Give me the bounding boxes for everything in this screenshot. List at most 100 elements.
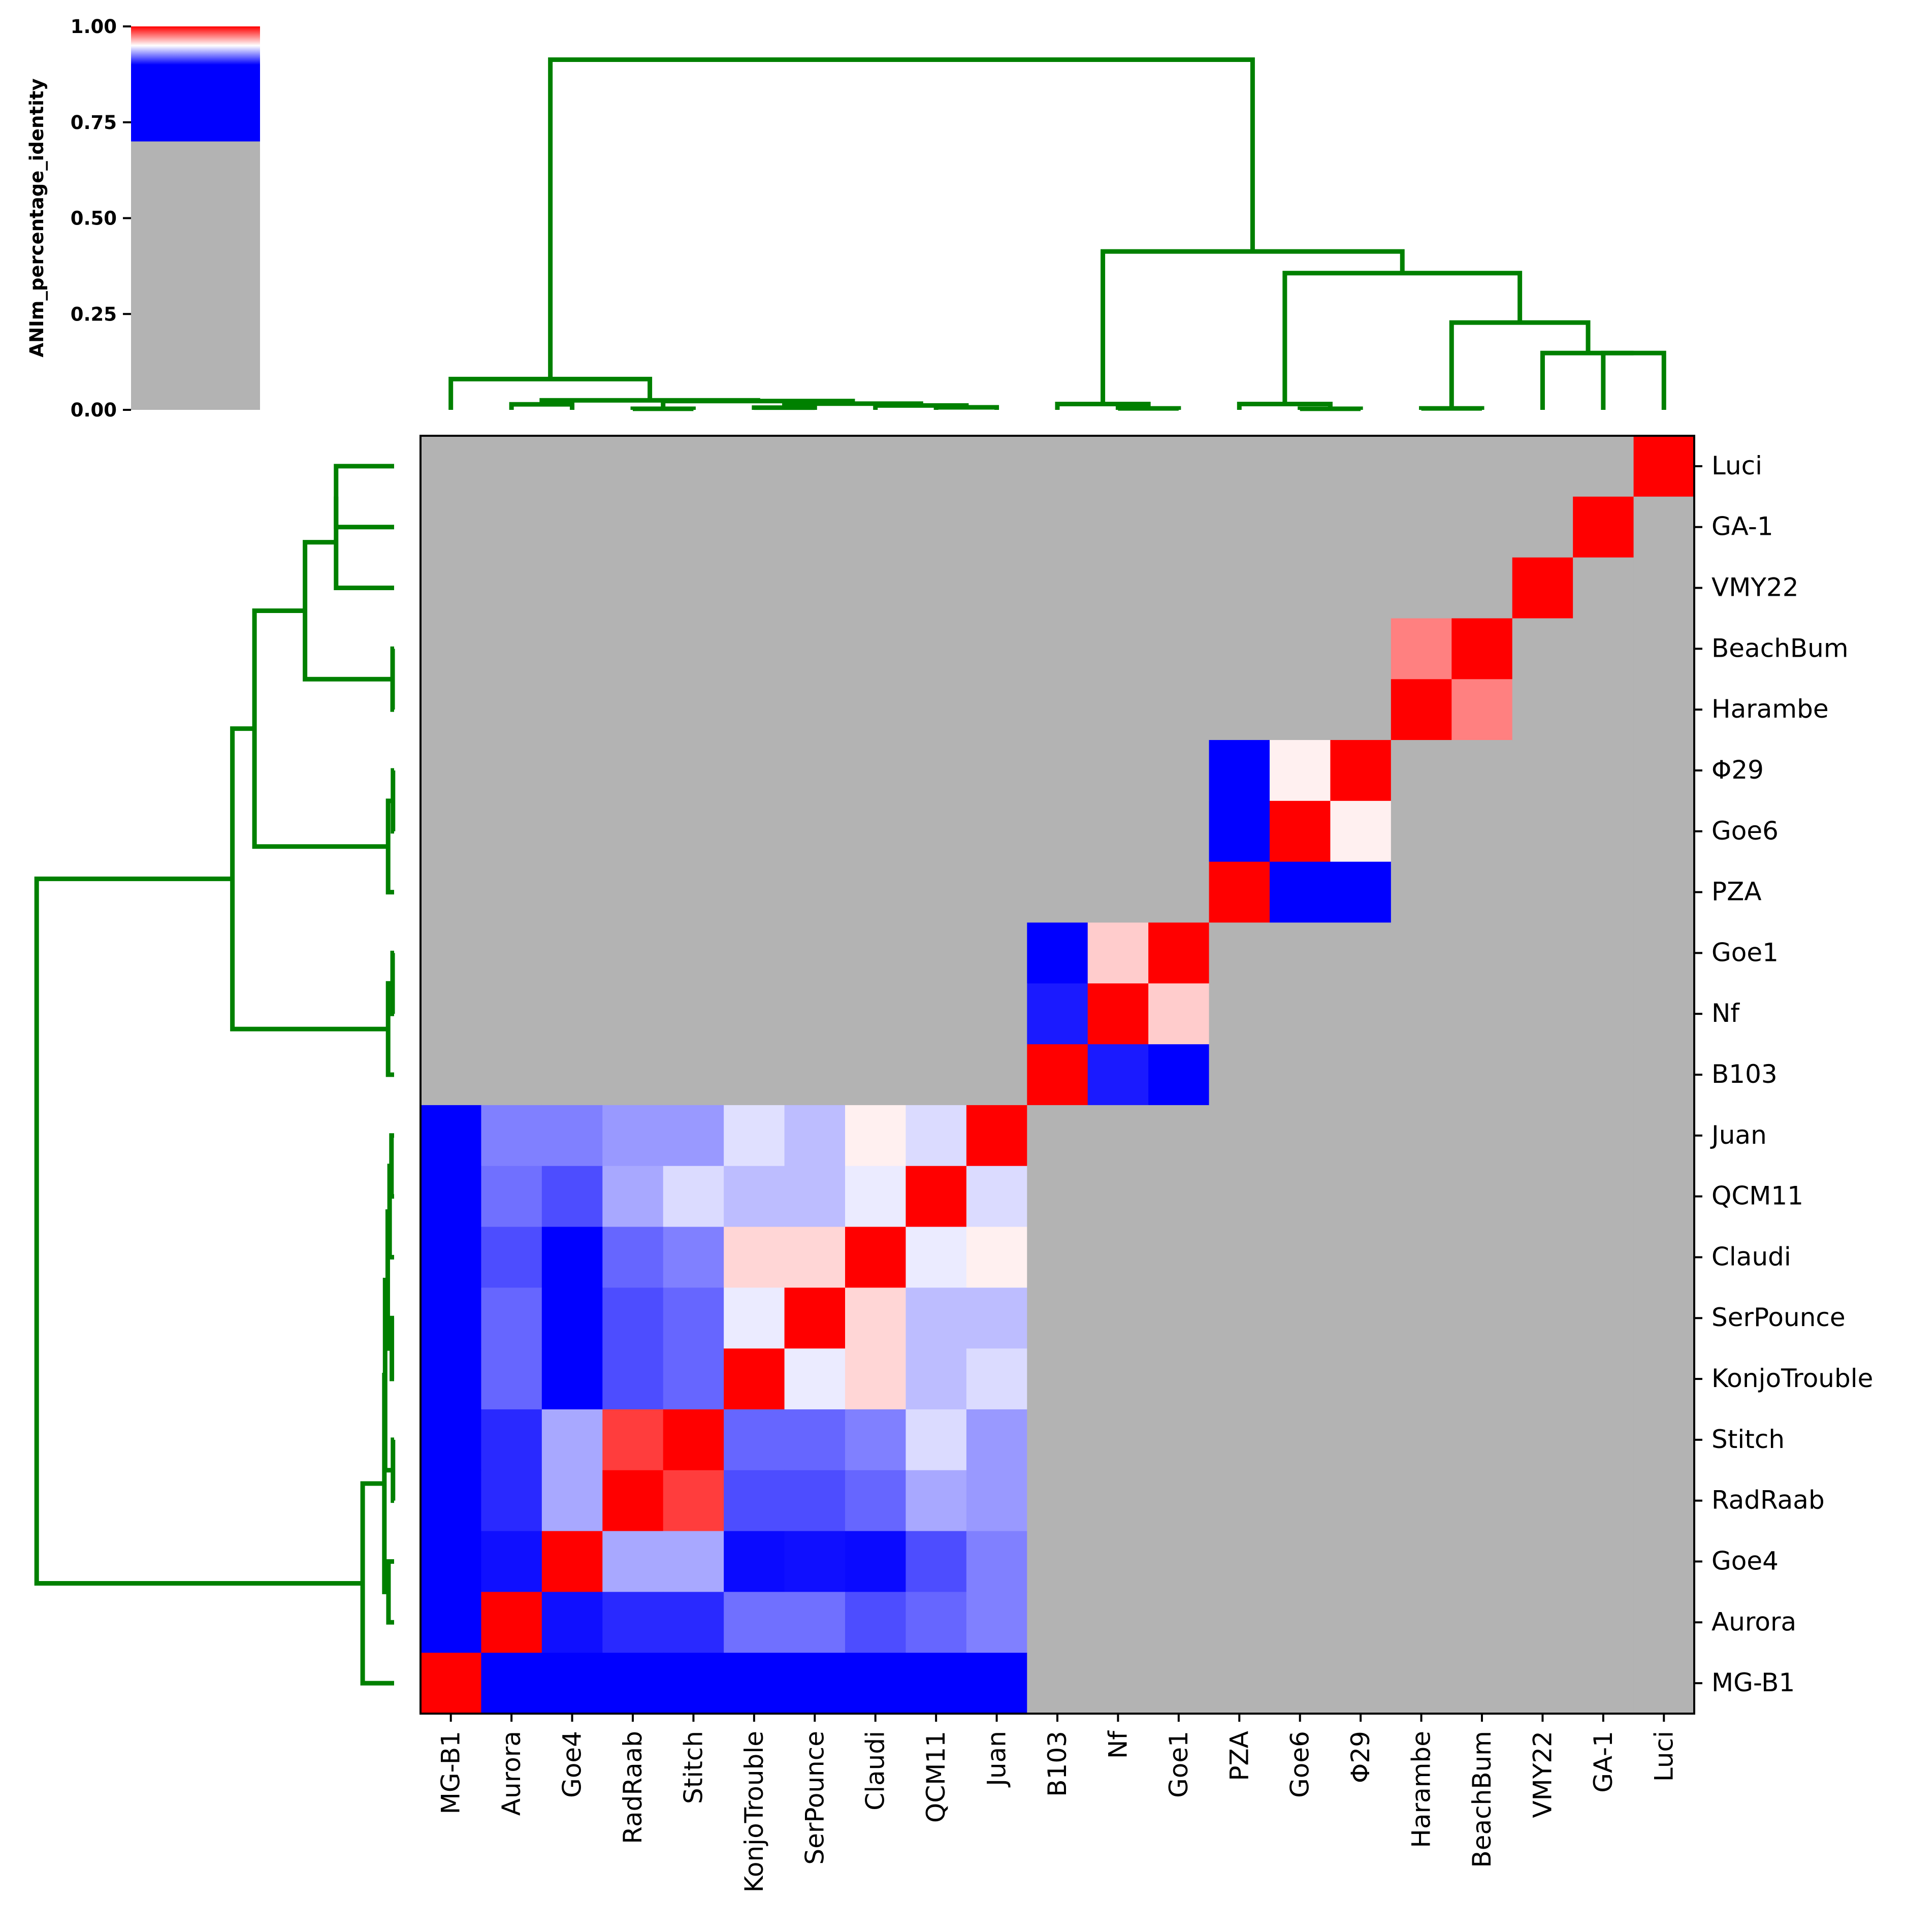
- heatmap-cell-pza-mg-b1: [421, 861, 482, 923]
- heatmap-cell-pza-ga-1: [1573, 861, 1634, 923]
- heatmap-cell-ga-1-pza: [1209, 496, 1270, 558]
- heatmap-cell-pza-pza: [1209, 861, 1270, 923]
- heatmap-cell-goe1-29: [1330, 922, 1392, 984]
- column-dendrogram-link-0: [509, 402, 575, 410]
- heatmap-cell-konjotrouble-nf: [1087, 1348, 1149, 1410]
- heatmap-cell-29-juan: [966, 740, 1027, 801]
- heatmap-cell-harambe-b103: [1027, 679, 1088, 740]
- heatmap-cell-beachbum-29: [1330, 618, 1392, 680]
- heatmap-cell-goe1-luci: [1633, 922, 1695, 984]
- heatmap-cell-b103-radraab: [602, 1044, 664, 1106]
- heatmap-cell-qcm11-claudi: [845, 1166, 907, 1228]
- row-label-konjotrouble: KonjoTrouble: [1711, 1364, 1873, 1393]
- heatmap-cell-juan-29: [1330, 1105, 1392, 1167]
- heatmap-cell-serpounce-stitch: [663, 1287, 724, 1349]
- heatmap-cell-luci-beachbum: [1451, 436, 1513, 497]
- row-dendrogram-link-2: [390, 1315, 395, 1381]
- heatmap-cell-aurora-serpounce: [784, 1592, 846, 1653]
- heatmap-cell-serpounce-aurora: [481, 1287, 542, 1349]
- heatmap-cell-nf-luci: [1633, 983, 1695, 1045]
- heatmap-cell-vmy22-goe1: [1148, 557, 1210, 619]
- heatmap-cell-vmy22-konjotrouble: [724, 557, 785, 619]
- heatmap-cell-29-goe4: [541, 740, 603, 801]
- heatmap-cell-29-konjotrouble: [724, 740, 785, 801]
- heatmap-cell-goe6-juan: [966, 800, 1027, 862]
- heatmap-cell-stitch-vmy22: [1512, 1409, 1573, 1471]
- heatmap-cell-goe1-vmy22: [1512, 922, 1573, 984]
- heatmap-cell-juan-b103: [1027, 1105, 1088, 1167]
- heatmap-cell-radraab-luci: [1633, 1470, 1695, 1532]
- heatmap-cell-goe4-goe6: [1270, 1531, 1331, 1592]
- heatmap-cell-goe1-radraab: [602, 922, 664, 984]
- heatmap-cell-qcm11-aurora: [481, 1166, 542, 1228]
- heatmap-cell-konjotrouble-serpounce: [784, 1348, 846, 1410]
- heatmap-cell-ga-1-ga-1: [1573, 496, 1634, 558]
- heatmap-cell-beachbum-stitch: [663, 618, 724, 680]
- heatmap-cell-qcm11-serpounce: [784, 1166, 846, 1228]
- heatmap-cell-beachbum-qcm11: [906, 618, 967, 680]
- heatmap-cell-stitch-qcm11: [906, 1409, 967, 1471]
- heatmap-cell-goe1-nf: [1087, 922, 1149, 984]
- heatmap-cell-claudi-luci: [1633, 1227, 1695, 1288]
- heatmap-cell-aurora-claudi: [845, 1592, 907, 1653]
- heatmap-cell-ga-1-goe1: [1148, 496, 1210, 558]
- heatmap-cell-nf-juan: [966, 983, 1027, 1045]
- row-dendrogram-link-14: [334, 464, 394, 530]
- col-label-nf: Nf: [1103, 1730, 1133, 1759]
- heatmap-cell-vmy22-claudi: [845, 557, 907, 619]
- heatmap-cell-harambe-29: [1330, 679, 1392, 740]
- colorbar-tick-label: 0.75: [71, 112, 117, 134]
- row-dendrogram-link-0: [386, 1559, 394, 1625]
- heatmap-cell-goe6-stitch: [663, 800, 724, 862]
- heatmap-cell-aurora-goe6: [1270, 1592, 1331, 1653]
- heatmap-cell-beachbum-harambe: [1391, 618, 1452, 680]
- heatmap-cell-claudi-aurora: [481, 1227, 542, 1288]
- heatmap-cell-goe4-beachbum: [1451, 1531, 1513, 1592]
- heatmap-cell-luci-goe6: [1270, 436, 1331, 497]
- heatmap-cell-vmy22-aurora: [481, 557, 542, 619]
- heatmap-cell-nf-goe6: [1270, 983, 1331, 1045]
- col-label-vmy22: VMY22: [1528, 1731, 1557, 1818]
- heatmap-cell-ga-1-serpounce: [784, 496, 846, 558]
- heatmap-cell-goe4-serpounce: [784, 1531, 846, 1592]
- heatmap-cell-konjotrouble-stitch: [663, 1348, 724, 1410]
- col-label-aurora: Aurora: [497, 1731, 526, 1816]
- row-label-aurora: Aurora: [1711, 1607, 1796, 1636]
- heatmap-cell-pza-29: [1330, 861, 1392, 923]
- heatmap-cell-luci-pza: [1209, 436, 1270, 497]
- heatmap-cell-beachbum-luci: [1633, 618, 1695, 680]
- heatmap-cell-harambe-ga-1: [1573, 679, 1634, 740]
- heatmap-cell-goe6-harambe: [1391, 800, 1452, 862]
- heatmap-cell-luci-serpounce: [784, 436, 846, 497]
- col-label-goe1: Goe1: [1164, 1731, 1193, 1798]
- heatmap-cell-mg-b1-beachbum: [1451, 1653, 1513, 1714]
- heatmap-cell-harambe-luci: [1633, 679, 1695, 740]
- row-label-juan: Juan: [1710, 1120, 1767, 1150]
- heatmap-cell-konjotrouble-luci: [1633, 1348, 1695, 1410]
- heatmap-cell-pza-radraab: [602, 861, 664, 923]
- row-label-vmy22: VMY22: [1711, 573, 1799, 602]
- heatmap-cell-juan-luci: [1633, 1105, 1695, 1167]
- heatmap-cell-aurora-aurora: [481, 1592, 542, 1653]
- heatmap-cell-goe6-ga-1: [1573, 800, 1634, 862]
- heatmap-cell-ga-1-harambe: [1391, 496, 1452, 558]
- heatmap-cell-nf-b103: [1027, 983, 1088, 1045]
- heatmap-cell-goe6-beachbum: [1451, 800, 1513, 862]
- heatmap-cell-luci-konjotrouble: [724, 436, 785, 497]
- heatmap-cell-radraab-vmy22: [1512, 1470, 1573, 1532]
- heatmap-cell-goe4-ga-1: [1573, 1531, 1634, 1592]
- heatmap-cell-konjotrouble-b103: [1027, 1348, 1088, 1410]
- heatmap-cell-29-luci: [1633, 740, 1695, 801]
- heatmap-cell-nf-claudi: [845, 983, 907, 1045]
- col-label-harambe: Harambe: [1407, 1731, 1436, 1848]
- heatmap-cell-juan-harambe: [1391, 1105, 1452, 1167]
- row-label-serpounce: SerPounce: [1711, 1303, 1846, 1332]
- heatmap-cell-goe6-konjotrouble: [724, 800, 785, 862]
- heatmap-cell-vmy22-b103: [1027, 557, 1088, 619]
- heatmap-cell-beachbum-ga-1: [1573, 618, 1634, 680]
- heatmap-cell-goe4-mg-b1: [421, 1531, 482, 1592]
- heatmap-cell-beachbum-goe1: [1148, 618, 1210, 680]
- heatmap-cell-goe4-claudi: [845, 1531, 907, 1592]
- heatmap-cell-29-aurora: [481, 740, 542, 801]
- heatmap-cell-beachbum-juan: [966, 618, 1027, 680]
